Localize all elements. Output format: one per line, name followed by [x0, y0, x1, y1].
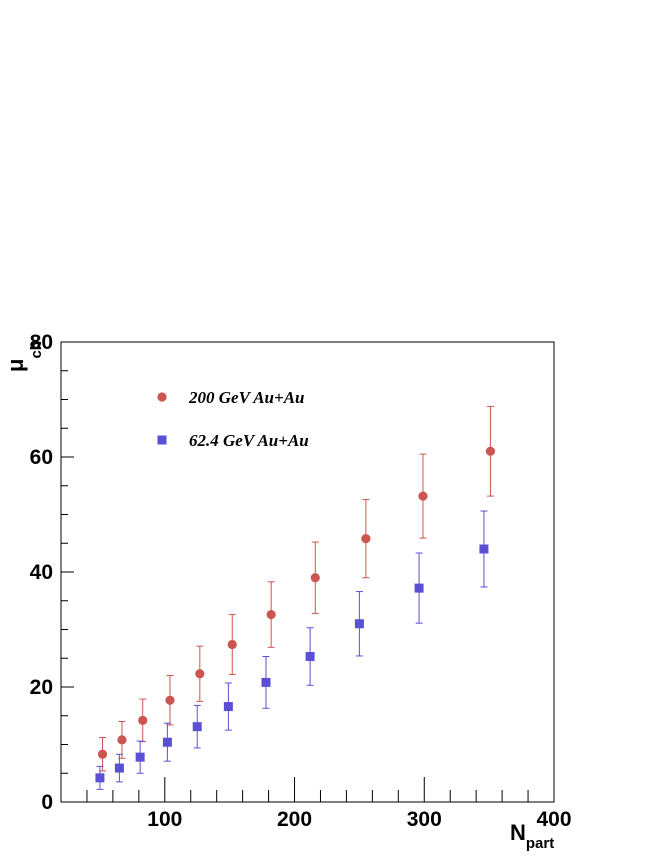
y-tick-label: 60: [30, 446, 53, 469]
data-point: [418, 491, 428, 501]
data-point: [361, 534, 371, 544]
data-point: [266, 609, 276, 620]
y-tick-label: 40: [30, 561, 53, 584]
series-1: [97, 405, 496, 772]
data-point: [135, 752, 145, 762]
legend-label: 62.4 GeV Au+Au: [189, 431, 309, 450]
x-tick-label: 100: [147, 808, 182, 831]
x-tick-label: 300: [407, 808, 442, 831]
legend-marker: [157, 392, 167, 402]
x-tick-label: 400: [536, 808, 571, 831]
data-point: [354, 619, 364, 629]
data-point: [485, 446, 496, 456]
y-tick-label: 20: [30, 676, 53, 699]
data-point: [223, 702, 233, 712]
legend-label: 200 GeV Au+Au: [188, 388, 305, 407]
data-point: [97, 749, 108, 759]
y-axis-label: μch: [3, 341, 45, 372]
data-point: [138, 715, 148, 725]
series-2: [95, 510, 489, 790]
data-point: [479, 544, 489, 554]
x-axis-label: Npart: [510, 820, 554, 852]
y-tick-label: 0: [41, 791, 53, 814]
data-point: [195, 669, 205, 679]
data-point: [165, 695, 175, 705]
data-point: [305, 652, 315, 662]
data-point: [310, 573, 320, 583]
legend-marker: [157, 435, 167, 445]
data-point: [117, 735, 127, 745]
legend-entry-1: 200 GeV Au+Au: [157, 388, 305, 407]
data-point: [114, 763, 124, 773]
data-point: [192, 722, 202, 732]
data-point: [261, 677, 271, 687]
data-point: [95, 773, 105, 783]
y-tick-label: 80: [30, 331, 53, 354]
data-point: [227, 639, 237, 650]
x-tick-label: 200: [277, 808, 312, 831]
legend-entry-2: 62.4 GeV Au+Au: [157, 431, 309, 450]
plot-frame: [60, 341, 555, 803]
data-point: [414, 583, 424, 593]
data-point: [162, 737, 172, 747]
